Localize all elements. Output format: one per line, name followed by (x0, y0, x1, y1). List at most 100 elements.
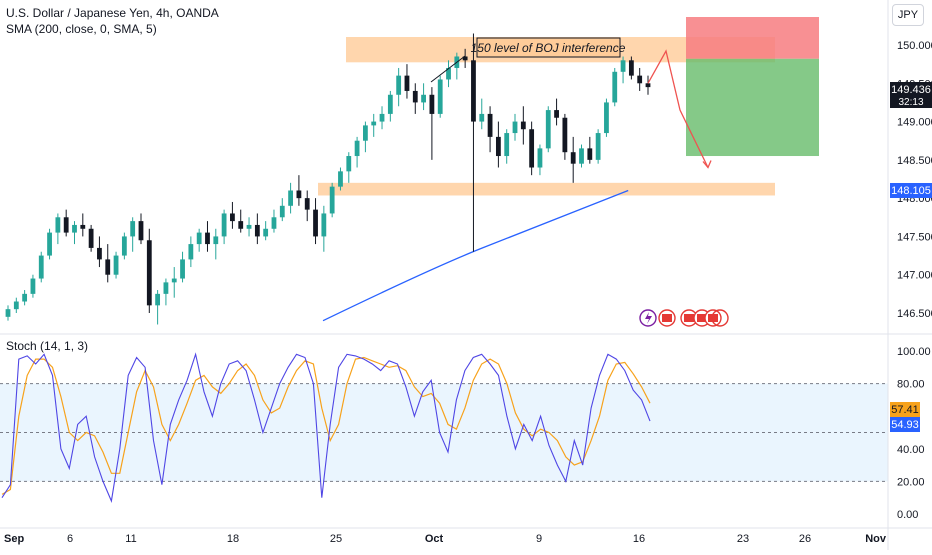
candle-body (88, 228, 94, 248)
candle-body (155, 293, 161, 306)
candle (562, 113, 568, 160)
candle (221, 209, 227, 245)
time-axis[interactable]: Sep 6 11 18 25 Oct 9 16 23 26 Nov (4, 533, 887, 545)
candle-body (221, 213, 227, 237)
candle-body (238, 221, 244, 229)
candle (121, 232, 127, 260)
projection-path (647, 49, 709, 168)
candle-body (5, 309, 11, 317)
candle (462, 48, 468, 68)
candle (570, 136, 576, 183)
candle (22, 290, 28, 306)
candle-body (346, 156, 352, 172)
support-zone[interactable] (318, 182, 775, 196)
flag-icon (662, 314, 672, 322)
price-tick-label: 148.500 (897, 155, 932, 167)
price-tick-label: 149.000 (897, 117, 932, 129)
time-tick-label: 11 (125, 533, 136, 545)
candle (529, 121, 535, 176)
flag-icon (684, 314, 694, 322)
candle-body (554, 110, 559, 118)
candle-body (487, 113, 493, 137)
stoch-tick-label: 80.00 (897, 379, 925, 391)
candle-body (80, 224, 86, 229)
candle-body (479, 113, 485, 122)
candle (155, 290, 161, 325)
candle (321, 205, 327, 252)
currency-button[interactable]: JPY (892, 4, 924, 26)
candle (545, 106, 551, 153)
projection-arrow-head (702, 160, 712, 169)
candle (379, 106, 385, 130)
candle (595, 129, 601, 164)
candle-body (180, 259, 185, 279)
candle (304, 190, 310, 222)
annotation-callout[interactable]: 150 level of BOJ interference (430, 37, 626, 83)
stop-loss-area[interactable] (686, 17, 819, 59)
candle (437, 75, 443, 118)
time-tick-label: 25 (330, 533, 342, 545)
stoch-d-tag (890, 417, 920, 432)
candle (205, 221, 210, 252)
take-profit-area[interactable] (686, 58, 819, 157)
candle-body (213, 236, 219, 245)
sma-legend[interactable]: SMA (200, close, 0, SMA, 5) (6, 22, 157, 36)
time-tick-label: 23 (737, 533, 749, 545)
candle-body (645, 83, 651, 88)
candle-body (495, 136, 501, 157)
candle (604, 98, 609, 137)
candle-body (22, 293, 28, 302)
time-tick-label: 16 (633, 533, 645, 545)
candle (479, 98, 485, 130)
callout-box (476, 37, 621, 58)
stoch-legend[interactable]: Stoch (14, 1, 3) (6, 339, 89, 353)
event-group-icon[interactable] (711, 309, 729, 327)
candle (180, 251, 185, 283)
trade-setup[interactable] (686, 17, 819, 157)
candle (504, 129, 510, 164)
candle-body (230, 213, 235, 222)
candle (404, 64, 410, 99)
time-tick-label: 18 (227, 533, 239, 545)
candle-body (138, 221, 144, 241)
stoch-d-value: 54.93 (891, 419, 919, 431)
candle (587, 136, 593, 164)
candle-body (105, 259, 111, 275)
stoch-k-value: 57.41 (891, 404, 919, 416)
candle-body (163, 282, 169, 294)
price-tick-label: 146.500 (897, 308, 932, 320)
stoch-d-badge: 54.93 (890, 417, 920, 432)
sma-price-badge: 148.105 (890, 183, 932, 198)
candle-body (130, 221, 136, 237)
stoch-k-badge: 57.41 (890, 402, 920, 417)
candle (5, 305, 11, 321)
candle (288, 182, 293, 214)
flag-icon (708, 314, 718, 322)
candle-body (371, 121, 377, 126)
candle (55, 213, 61, 245)
current-price-tag (890, 82, 932, 108)
candle-body (304, 198, 310, 210)
candle-body (288, 190, 293, 206)
flag-icon (697, 314, 707, 322)
candle-body (471, 60, 476, 122)
candle (138, 213, 144, 245)
candle-body (271, 217, 277, 229)
candle (628, 56, 634, 80)
stoch-d-line (1, 356, 651, 495)
candle (213, 228, 219, 260)
candle-body (637, 75, 643, 84)
candle-body (612, 71, 618, 103)
candle-body (387, 94, 393, 114)
symbol-title[interactable]: U.S. Dollar / Japanese Yen, 4h, OANDA (6, 6, 219, 20)
stoch-axis[interactable]: 100.00 80.00 40.00 20.00 0.00 (897, 346, 931, 521)
economic-events[interactable] (639, 309, 729, 327)
candle-body (562, 117, 568, 153)
candle-body (446, 67, 451, 80)
candle (113, 251, 119, 279)
candle-body (313, 209, 318, 237)
candle (429, 87, 435, 160)
candle (80, 213, 86, 237)
candle (63, 209, 69, 237)
